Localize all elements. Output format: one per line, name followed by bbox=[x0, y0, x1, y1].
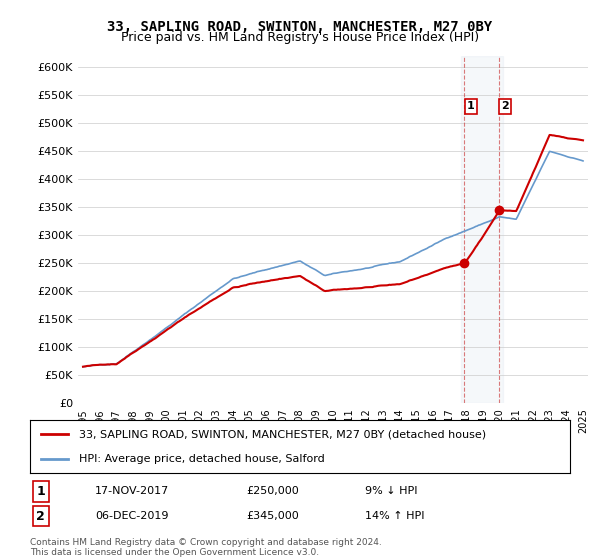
Text: £345,000: £345,000 bbox=[246, 511, 299, 521]
Text: 2: 2 bbox=[502, 101, 509, 111]
Text: Contains HM Land Registry data © Crown copyright and database right 2024.
This d: Contains HM Land Registry data © Crown c… bbox=[30, 538, 382, 557]
Text: 1: 1 bbox=[467, 101, 475, 111]
Text: 06-DEC-2019: 06-DEC-2019 bbox=[95, 511, 168, 521]
Text: 1: 1 bbox=[37, 485, 45, 498]
Text: £250,000: £250,000 bbox=[246, 487, 299, 496]
Text: HPI: Average price, detached house, Salford: HPI: Average price, detached house, Salf… bbox=[79, 454, 325, 464]
Text: 2: 2 bbox=[37, 510, 45, 522]
Bar bbox=[461, 56, 503, 403]
Text: Price paid vs. HM Land Registry's House Price Index (HPI): Price paid vs. HM Land Registry's House … bbox=[121, 31, 479, 44]
Text: 17-NOV-2017: 17-NOV-2017 bbox=[95, 487, 169, 496]
Text: 33, SAPLING ROAD, SWINTON, MANCHESTER, M27 0BY: 33, SAPLING ROAD, SWINTON, MANCHESTER, M… bbox=[107, 20, 493, 34]
Text: 14% ↑ HPI: 14% ↑ HPI bbox=[365, 511, 424, 521]
Text: 9% ↓ HPI: 9% ↓ HPI bbox=[365, 487, 418, 496]
Text: 33, SAPLING ROAD, SWINTON, MANCHESTER, M27 0BY (detached house): 33, SAPLING ROAD, SWINTON, MANCHESTER, M… bbox=[79, 430, 486, 440]
